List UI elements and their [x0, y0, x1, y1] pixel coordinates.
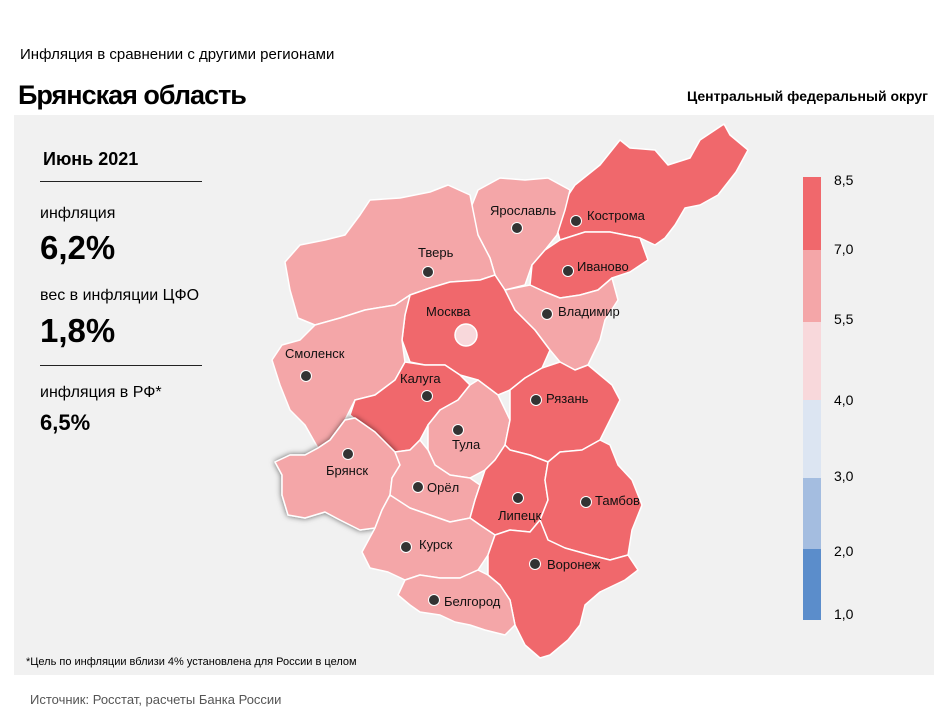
region-vladimir[interactable] — [504, 277, 619, 371]
city-label: Тула — [452, 437, 481, 452]
scale-segment — [803, 250, 821, 322]
tula-marker — [452, 424, 464, 436]
scale-tick-label: 4,0 — [834, 392, 854, 408]
ryazan-marker — [530, 394, 542, 406]
city-label: Калуга — [400, 371, 441, 386]
scale-tick-label: 3,0 — [834, 468, 854, 484]
footnote: *Цель по инфляции вблизи 4% установлена … — [26, 656, 357, 668]
city-label: Москва — [426, 304, 471, 319]
city-label: Рязань — [546, 391, 589, 406]
city-label: Орёл — [427, 480, 459, 495]
ivanovo-marker — [562, 265, 574, 277]
district-label: Центральный федеральный округ — [686, 88, 928, 104]
lipetsk-marker — [512, 492, 524, 504]
scale-segment — [803, 478, 821, 549]
city-label: Владимир — [558, 304, 620, 319]
belgorod-marker — [428, 594, 440, 606]
weight-value: 1,8% — [40, 312, 116, 349]
tambov-marker — [580, 496, 592, 508]
city-label: Брянск — [326, 463, 368, 478]
bryansk-marker — [342, 448, 354, 460]
scale-segment — [803, 177, 821, 250]
city-label: Тверь — [418, 245, 454, 260]
city-label: Белгород — [444, 594, 501, 609]
moscow-marker — [454, 323, 478, 347]
divider-top — [40, 181, 202, 182]
period-label: Июнь 2021 — [43, 149, 139, 169]
city-label: Кострома — [587, 208, 646, 223]
yaroslavl-marker — [511, 222, 523, 234]
inflation-label: инфляция — [40, 205, 116, 222]
weight-label: вес в инфляции ЦФО — [40, 287, 200, 304]
orel-marker — [412, 481, 424, 493]
scale-tick-label: 2,0 — [834, 543, 854, 559]
color-scale — [803, 177, 821, 620]
region-belgorod[interactable] — [397, 569, 516, 636]
scale-tick-label: 1,0 — [834, 606, 854, 622]
kaluga-marker — [421, 390, 433, 402]
scale-segment — [803, 549, 821, 620]
rf-inflation-value: 6,5% — [40, 410, 91, 435]
voronezh-marker — [529, 558, 541, 570]
kostroma-marker — [570, 215, 582, 227]
scale-tick-label: 5,5 — [834, 311, 854, 327]
city-label: Курск — [419, 537, 453, 552]
vladimir-marker — [541, 308, 553, 320]
scale-tick-label: 7,0 — [834, 241, 854, 257]
city-label: Иваново — [577, 259, 629, 274]
tver-marker — [422, 266, 434, 278]
city-label: Ярославль — [490, 203, 556, 218]
divider-bottom — [40, 365, 202, 366]
city-label: Липецк — [498, 508, 542, 523]
scale-segment — [803, 400, 821, 478]
kursk-marker — [400, 541, 412, 553]
scale-segment — [803, 322, 821, 400]
page-subtitle: Инфляция в сравнении с другими регионами — [20, 46, 335, 63]
rf-inflation-label: инфляция в РФ* — [40, 384, 162, 401]
smolensk-marker — [300, 370, 312, 382]
source-note: Источник: Росстат, расчеты Банка России — [30, 692, 282, 707]
city-label: Тамбов — [595, 493, 640, 508]
scale-tick-label: 8,5 — [834, 172, 854, 188]
region-kostroma[interactable] — [554, 123, 749, 246]
city-label: Воронеж — [547, 557, 601, 572]
page-title: Брянская область — [18, 80, 247, 110]
region-bryansk[interactable] — [274, 417, 401, 531]
city-label: Смоленск — [285, 346, 345, 361]
inflation-value: 6,2% — [40, 229, 116, 266]
